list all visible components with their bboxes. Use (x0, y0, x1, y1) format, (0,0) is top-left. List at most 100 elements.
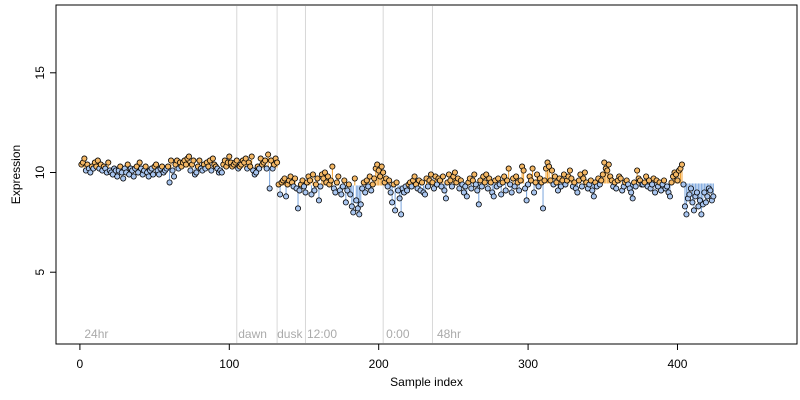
data-point (359, 185, 366, 192)
data-point (248, 153, 255, 160)
x-tick-label: 100 (219, 357, 239, 371)
data-point (348, 203, 355, 210)
data-point (672, 171, 679, 178)
data-point (292, 175, 299, 182)
data-point (166, 179, 173, 186)
annotation-label: dusk (277, 327, 303, 341)
data-point (314, 175, 321, 182)
data-point (553, 179, 560, 186)
data-point (687, 185, 694, 192)
data-point (247, 163, 254, 170)
x-tick-label: 400 (667, 357, 687, 371)
data-point (474, 187, 481, 194)
data-point (233, 157, 240, 164)
data-point (205, 163, 212, 170)
annotation-label: dawn (238, 327, 267, 341)
data-point (378, 163, 385, 170)
data-point (347, 191, 354, 198)
data-point (371, 175, 378, 182)
data-point (664, 183, 671, 190)
data-point (81, 155, 88, 162)
data-point (599, 171, 606, 178)
data-point (548, 167, 555, 174)
data-point (683, 211, 690, 218)
data-point (634, 167, 641, 174)
data-point (345, 181, 352, 188)
data-point (508, 189, 515, 196)
data-point (498, 191, 505, 198)
data-point (242, 155, 249, 162)
data-point (368, 187, 375, 194)
data-point (120, 175, 127, 182)
x-tick-label: 300 (518, 357, 538, 371)
data-point (295, 205, 302, 212)
data-point (696, 197, 703, 204)
data-point (460, 189, 467, 196)
data-point (475, 201, 482, 208)
data-point (617, 175, 624, 182)
data-point (495, 175, 502, 182)
data-point (265, 151, 272, 158)
data-point (554, 187, 561, 194)
data-point (529, 165, 536, 172)
data-point (363, 177, 370, 184)
data-point (411, 173, 418, 180)
data-point (386, 177, 393, 184)
data-point (182, 161, 189, 168)
x-axis-label: Sample index (390, 375, 463, 389)
data-point (661, 177, 668, 184)
data-point (274, 159, 281, 166)
data-point (105, 159, 112, 166)
data-point (590, 193, 597, 200)
data-point (393, 179, 400, 186)
data-point (190, 157, 197, 164)
data-point (356, 211, 363, 218)
data-point (266, 185, 273, 192)
data-point (517, 177, 524, 184)
data-point (335, 173, 342, 180)
data-point (698, 211, 705, 218)
data-point (578, 183, 585, 190)
data-point (471, 171, 478, 178)
data-point (652, 189, 659, 196)
data-point (613, 185, 620, 192)
data-point (468, 185, 475, 192)
annotation-label: 24hr (84, 327, 108, 341)
data-point (501, 173, 508, 180)
data-point (566, 167, 573, 174)
data-point (150, 171, 157, 178)
data-point (362, 189, 369, 196)
data-point (329, 163, 336, 170)
data-point (523, 197, 530, 204)
data-point (350, 209, 357, 216)
data-point (209, 155, 216, 162)
data-point (306, 177, 313, 184)
data-point (462, 183, 469, 190)
data-point (226, 153, 233, 160)
data-point (300, 183, 307, 190)
data-point (308, 191, 315, 198)
data-point (513, 173, 520, 180)
y-axis: 5 10 15 (33, 66, 57, 276)
data-point (686, 191, 693, 198)
data-point (532, 179, 539, 186)
data-point (484, 185, 491, 192)
data-point (707, 187, 714, 194)
data-point (87, 169, 94, 176)
data-point (169, 167, 176, 174)
data-point (481, 179, 488, 186)
data-point (187, 167, 194, 174)
data-point (589, 187, 596, 194)
data-point (463, 193, 470, 200)
data-point (136, 159, 143, 166)
x-axis: 0 100 200 300 400 (77, 343, 688, 371)
data-point (439, 173, 446, 180)
data-point (472, 181, 479, 188)
data-point (605, 161, 612, 168)
data-point (574, 189, 581, 196)
data-point (327, 177, 334, 184)
data-point (396, 195, 403, 202)
data-point (263, 165, 270, 172)
data-point (505, 165, 512, 172)
data-point (311, 187, 318, 194)
